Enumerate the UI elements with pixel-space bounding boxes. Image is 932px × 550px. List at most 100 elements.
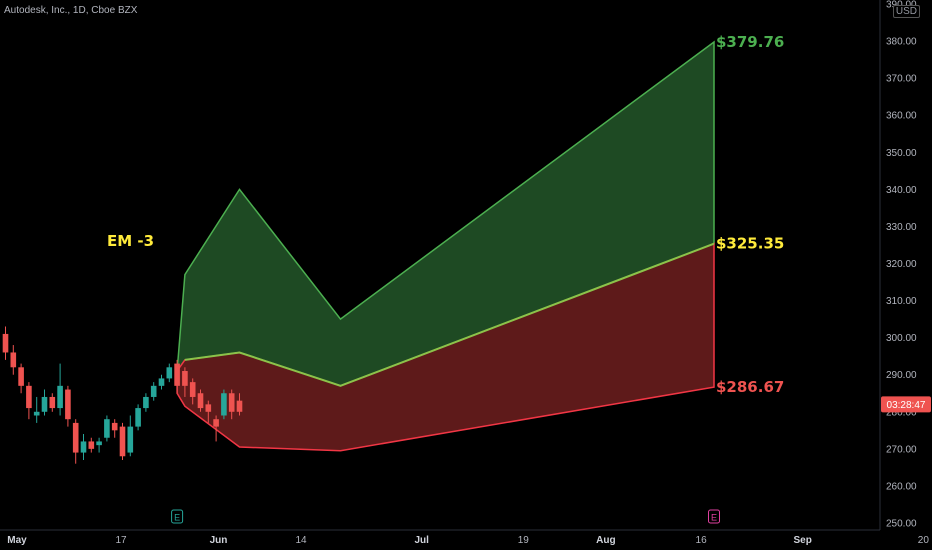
candle [166, 363, 173, 383]
candle [221, 389, 227, 420]
candle [33, 396, 40, 423]
y-tick-label: 310.00 [886, 296, 917, 307]
y-tick-label: 340.00 [886, 185, 917, 196]
candle-body [135, 408, 141, 427]
candle-body [189, 382, 196, 397]
y-tick-label: 250.00 [886, 519, 917, 530]
candle-body [80, 441, 87, 453]
mid-target-label: $325.35 [716, 235, 784, 253]
candle-body [10, 352, 17, 368]
candles-layer [2, 326, 243, 464]
y-tick-label: 350.00 [886, 148, 917, 159]
countdown-tag [881, 396, 931, 413]
earnings-marker-label: E [711, 513, 717, 523]
upper-target-label: $379.76 [716, 33, 784, 51]
expected-move-bands [176, 40, 715, 452]
candle-body [41, 396, 48, 412]
earnings-marker-box [708, 509, 720, 524]
candle [228, 389, 235, 420]
y-tick-label: 370.00 [886, 74, 917, 85]
candle [104, 415, 110, 442]
em-label: EM -3 [107, 232, 154, 250]
candle-body [143, 396, 149, 409]
y-tick-label: 380.00 [886, 37, 917, 48]
candle-body [26, 385, 32, 409]
candle-body [65, 389, 71, 420]
candle-body [228, 393, 235, 412]
candle [127, 415, 134, 457]
candle-body [213, 419, 219, 427]
candle [111, 419, 118, 438]
candle [10, 345, 17, 375]
candle-body [111, 422, 118, 431]
lower-target-label: $286.67 [716, 378, 784, 396]
y-tick-label: 300.00 [886, 333, 917, 344]
x-tick-label: Aug [596, 535, 615, 546]
y-tick-label: 320.00 [886, 259, 917, 270]
candle [158, 374, 165, 390]
candle [205, 400, 212, 423]
candle-body [96, 441, 102, 446]
earnings-marker[interactable]: E [171, 509, 184, 524]
currency-button[interactable]: USD [892, 5, 920, 18]
candle-body [166, 367, 173, 379]
candle-body [205, 404, 212, 412]
candle-body [49, 396, 56, 409]
x-tick-label: 19 [518, 535, 530, 546]
candle-body [236, 400, 243, 412]
time-axis[interactable]: May 17 Jun 14 Jul 19 Aug 16 Sep 20 [0, 529, 930, 546]
candle-body [150, 385, 157, 397]
x-tick-label: 17 [115, 535, 127, 546]
candle-body [182, 371, 188, 386]
candle [119, 422, 126, 460]
candle [213, 415, 219, 442]
candle [96, 437, 102, 453]
candle [72, 419, 79, 464]
x-tick-label: Jun [210, 535, 228, 546]
mid-band-line [184, 242, 715, 387]
candle [135, 404, 141, 431]
y-tick-label: 290.00 [886, 370, 917, 381]
candle [18, 363, 24, 394]
candle-body [119, 426, 126, 457]
y-tick-label: 260.00 [886, 481, 917, 492]
x-tick-label: Jul [414, 535, 429, 546]
symbol-header: Autodesk, Inc., 1D, Cboe BZX [4, 5, 138, 16]
earnings-marker-label: E [174, 513, 180, 523]
candle [150, 382, 157, 401]
candle-body [33, 411, 40, 416]
candle [41, 389, 48, 416]
candle [182, 367, 188, 397]
candle-body [2, 333, 9, 353]
candle-body [88, 441, 95, 449]
candle-body [57, 385, 63, 409]
countdown-label: 03:28:47 [887, 400, 926, 411]
x-tick-label: 20 [918, 535, 930, 546]
earnings-marker-box [171, 509, 184, 524]
earnings-marker[interactable]: E [708, 509, 720, 524]
candle [174, 359, 180, 394]
candle-body [174, 363, 180, 386]
y-tick-label: 280.00 [886, 407, 917, 418]
candle [65, 385, 71, 427]
candle [189, 378, 196, 405]
candle-body [158, 378, 165, 386]
candle-body [72, 422, 79, 453]
candle [88, 437, 95, 453]
x-tick-label: May [7, 535, 27, 546]
y-tick-label: 360.00 [886, 111, 917, 122]
candle-body [18, 367, 24, 386]
candle [26, 382, 32, 420]
y-tick-label: 270.00 [886, 444, 917, 455]
price-axis[interactable]: 250.00 260.00 270.00 280.00 290.00 300.00 310.… [879, 0, 917, 530]
candle [57, 363, 63, 416]
x-tick-label: 14 [295, 535, 307, 546]
x-tick-label: 16 [696, 535, 708, 546]
candle [143, 393, 149, 412]
candle-body [221, 393, 227, 416]
annotations-layer: EM -3 $379.76 $325.35 $286.67 03:28:47 E E [107, 33, 931, 524]
y-tick-label: 330.00 [886, 222, 917, 233]
candle [197, 389, 204, 412]
candle [49, 393, 56, 412]
